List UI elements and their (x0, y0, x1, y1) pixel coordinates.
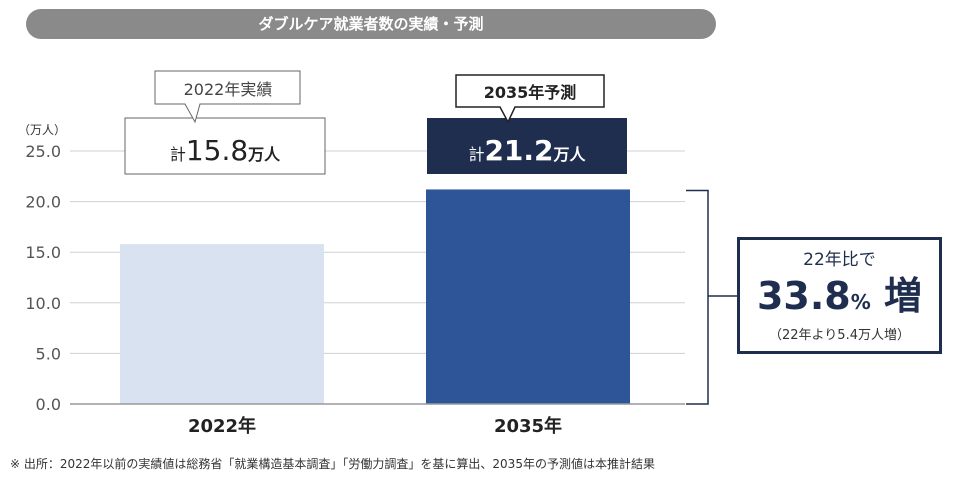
y-tick-label: 25.0 (25, 142, 61, 161)
value-part: 21.2 (484, 134, 553, 167)
value-part: 15.8 (186, 134, 248, 167)
value-text-2035: 計21.2万人 (468, 134, 586, 167)
increase-value: 33.8 (756, 274, 851, 318)
increase-unit: % (850, 290, 871, 314)
y-tick-label: 15.0 (25, 243, 61, 262)
y-tick-label: 10.0 (25, 294, 61, 313)
tag-label-2035: 2035年予測 (484, 83, 577, 102)
value-part: 計 (170, 145, 186, 164)
value-part: 計 (468, 145, 484, 164)
y-tick-label: 5.0 (36, 344, 61, 363)
y-tick-label: 20.0 (25, 193, 61, 212)
x-tick-label: 2035年 (494, 415, 562, 437)
value-part: 万人 (247, 145, 281, 164)
bar-1 (120, 244, 324, 404)
increase-callout: 22年比で 33.8% 増 （22年より5.4万人増） (737, 237, 942, 354)
increase-callout-value: 33.8% 増 (740, 273, 939, 325)
increase-callout-note: （22年より5.4万人増） (769, 328, 910, 343)
increase-suffix: 増 (870, 274, 923, 318)
value-box-2035 (427, 118, 627, 174)
y-tick-label: 0.0 (36, 395, 61, 414)
tag-bubble-2022 (154, 70, 301, 124)
value-text-2022: 計15.8万人 (170, 134, 281, 167)
y-axis-unit-label: （万人） (18, 123, 66, 137)
chart-title: ダブルケア就業者数の実績・予測 (26, 9, 716, 39)
difference-bracket (686, 189, 709, 405)
value-part: 万人 (553, 145, 587, 164)
tag-label-2022: 2022年実績 (184, 80, 273, 99)
tag-bubble-2035 (455, 74, 605, 124)
footnote: ※ 出所：2022年以前の実績値は総務省「就業構造基本調査」「労働力調査」を基に… (10, 457, 655, 471)
increase-callout-heading: 22年比で (803, 250, 876, 270)
x-tick-label: 2022年 (188, 415, 256, 437)
value-box-2022 (124, 117, 326, 175)
bar-2 (426, 189, 630, 404)
